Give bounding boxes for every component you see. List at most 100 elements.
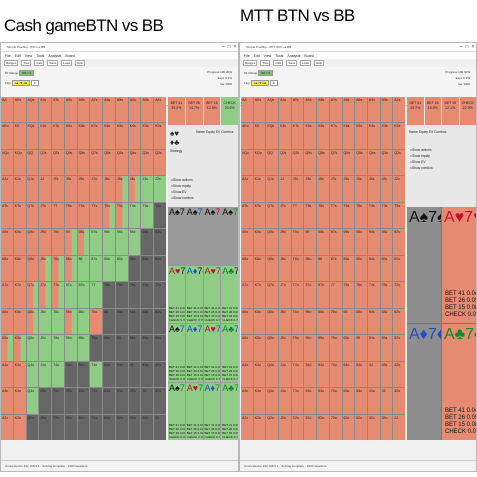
hand-cell-74o[interactable]: 74o <box>329 361 342 388</box>
hand-cell-72o[interactable]: 72o <box>329 414 342 440</box>
hand-cell-j7s[interactable]: J7s <box>329 176 342 202</box>
hand-cell-q3o[interactable]: Q3o <box>26 388 39 414</box>
hand-cell-ajs[interactable]: AJs <box>39 97 52 123</box>
menu-item[interactable]: Edit <box>253 53 260 58</box>
hand-cell-k7o[interactable]: K7o <box>253 282 266 308</box>
hand-cell-a3o[interactable]: A3o <box>1 388 13 414</box>
hand-cell-54o[interactable]: 54o <box>355 361 367 388</box>
hand-cell-k3o[interactable]: K3o <box>13 388 26 414</box>
menu-item[interactable]: Tools <box>36 53 45 58</box>
suit-selector[interactable]: ♠♥ ♦♣ <box>170 129 179 147</box>
combo-as7s[interactable]: A♠7♠ <box>168 207 185 265</box>
hand-cell-qq[interactable]: QQ <box>266 149 279 176</box>
hand-cell-a2o[interactable]: A2o <box>241 414 253 440</box>
hand-cell-95o[interactable]: 95o <box>64 335 77 361</box>
hand-cell-qto[interactable]: QTo <box>26 202 39 229</box>
toolbar-button[interactable]: Tree <box>21 60 32 66</box>
hand-cell-t2o[interactable]: T2o <box>291 414 304 440</box>
toolbar-button[interactable]: Ranges <box>4 60 19 66</box>
hand-cell-77[interactable]: 77 <box>329 282 342 308</box>
hand-cell-k4s[interactable]: K4s <box>367 123 380 149</box>
hand-cell-j9o[interactable]: J9o <box>39 229 52 255</box>
hand-cell-88[interactable]: 88 <box>317 255 329 282</box>
hand-cell-96o[interactable]: 96o <box>304 308 317 335</box>
hand-cell-aqs[interactable]: AQs <box>266 97 279 123</box>
hand-cell-j2s[interactable]: J2s <box>393 176 405 202</box>
hand-cell-43o[interactable]: 43o <box>128 388 141 414</box>
hand-cell-95s[interactable]: 95s <box>115 229 128 255</box>
hand-cell-93o[interactable]: 93o <box>304 388 317 414</box>
hand-cell-87s[interactable]: 87s <box>90 255 103 282</box>
hand-cell-76s[interactable]: 76s <box>103 282 115 308</box>
hand-cell-73o[interactable]: 73o <box>329 388 342 414</box>
hand-cell-kk[interactable]: KK <box>13 123 26 149</box>
hand-cell-98o[interactable]: 98o <box>304 255 317 282</box>
hand-cell-ats[interactable]: ATs <box>52 97 64 123</box>
hand-cell-96o[interactable]: 96o <box>64 308 77 335</box>
hand-cell-j9s[interactable]: J9s <box>304 176 317 202</box>
hand-cell-88[interactable]: 88 <box>77 255 90 282</box>
hand-cell-83o[interactable]: 83o <box>317 388 329 414</box>
hand-cell-q3s[interactable]: Q3s <box>141 149 154 176</box>
hand-cell-tt[interactable]: TT <box>52 202 64 229</box>
hand-cell-aa[interactable]: AA <box>241 97 253 123</box>
hand-cell-42o[interactable]: 42o <box>367 414 380 440</box>
hand-cell-83o[interactable]: 83o <box>77 388 90 414</box>
hand-cell-q6o[interactable]: Q6o <box>26 308 39 335</box>
hand-cell-q4s[interactable]: Q4s <box>128 149 141 176</box>
hand-cell-t3o[interactable]: T3o <box>52 388 64 414</box>
toolbar-button[interactable]: Load <box>300 60 311 66</box>
hand-cell-k3s[interactable]: K3s <box>141 123 154 149</box>
hand-cell-kk[interactable]: KK <box>253 123 266 149</box>
hand-cell-q2o[interactable]: Q2o <box>26 414 39 440</box>
maximize-icon[interactable]: □ <box>227 44 231 50</box>
toolbar-button[interactable]: Calc <box>34 60 45 66</box>
hand-cell-q4o[interactable]: Q4o <box>266 361 279 388</box>
combo-as7h[interactable]: A♠7♥ <box>203 207 221 265</box>
action-bet-41[interactable]: BET 41 39.2% <box>168 97 185 125</box>
combo-ah7h[interactable]: A♥7♥ BET 41 0.0496BET 26 0.0535BET 15 0.0… <box>442 207 476 323</box>
hand-cell-32o[interactable]: 32o <box>141 414 154 440</box>
hand-cell-73s[interactable]: 73s <box>380 282 393 308</box>
hand-cell-87o[interactable]: 87o <box>77 282 90 308</box>
combo-ac7d[interactable]: A♣7♦ BET 41 0.000BET 26 0.000BET 15 0.000… <box>221 324 238 382</box>
hand-cell-k9o[interactable]: K9o <box>253 229 266 255</box>
menu-item[interactable]: View <box>24 53 33 58</box>
hand-cell-j6o[interactable]: J6o <box>279 308 291 335</box>
hand-cell-kjs[interactable]: KJs <box>279 123 291 149</box>
hand-cell-q6o[interactable]: Q6o <box>266 308 279 335</box>
minimize-icon[interactable]: – <box>221 44 225 50</box>
option-checkbox[interactable]: Show combos <box>410 166 433 170</box>
hand-cell-94o[interactable]: 94o <box>64 361 77 388</box>
combo-ah7s[interactable]: A♥7♠ BET 41 0.000BET 26 0.000BET 15 0.000… <box>168 265 185 323</box>
toolbar-button[interactable]: Ranges <box>243 60 258 66</box>
hand-cell-aks[interactable]: AKs <box>13 97 26 123</box>
hand-cell-k4o[interactable]: K4o <box>13 361 26 388</box>
hand-cell-62o[interactable]: 62o <box>103 414 115 440</box>
hand-cell-j9s[interactable]: J9s <box>64 176 77 202</box>
hand-cell-94o[interactable]: 94o <box>304 361 317 388</box>
hand-cell-66[interactable]: 66 <box>342 308 355 335</box>
hand-cell-86s[interactable]: 86s <box>342 255 355 282</box>
hand-cell-t7s[interactable]: T7s <box>329 202 342 229</box>
hand-cell-jts[interactable]: JTs <box>291 176 304 202</box>
hand-cell-j8s[interactable]: J8s <box>77 176 90 202</box>
combo-ad7s[interactable]: A♦7♠ BET 41 0.000BET 26 0.000BET 15 0.000… <box>185 265 203 323</box>
hand-cell-jj[interactable]: JJ <box>279 176 291 202</box>
hand-cell-a4o[interactable]: A4o <box>241 361 253 388</box>
hand-cell-q6s[interactable]: Q6s <box>342 149 355 176</box>
hand-cell-a7o[interactable]: A7o <box>241 282 253 308</box>
hand-cell-t5s[interactable]: T5s <box>115 202 128 229</box>
hand-cell-tt[interactable]: TT <box>291 202 304 229</box>
hand-cell-kjo[interactable]: KJo <box>253 176 266 202</box>
hand-cell-j9o[interactable]: J9o <box>279 229 291 255</box>
hand-cell-t6o[interactable]: T6o <box>52 308 64 335</box>
hand-cell-q8o[interactable]: Q8o <box>26 255 39 282</box>
hand-cell-62o[interactable]: 62o <box>342 414 355 440</box>
hand-cell-t4o[interactable]: T4o <box>52 361 64 388</box>
hand-cell-97s[interactable]: 97s <box>90 229 103 255</box>
hand-cell-ats[interactable]: ATs <box>291 97 304 123</box>
hand-cell-k6s[interactable]: K6s <box>342 123 355 149</box>
hand-cell-j5s[interactable]: J5s <box>115 176 128 202</box>
hand-cell-j3s[interactable]: J3s <box>380 176 393 202</box>
